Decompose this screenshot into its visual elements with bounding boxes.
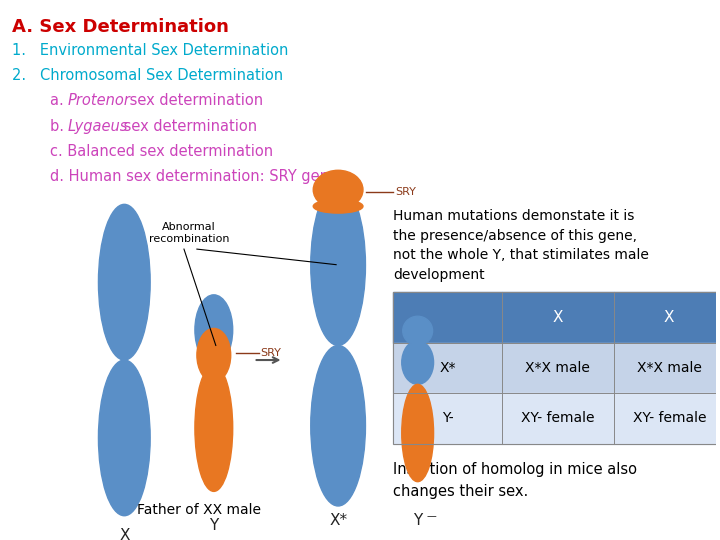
Text: Father of XX male: Father of XX male [137,503,261,517]
Bar [393,342,502,393]
Bar [502,292,613,342]
Text: X*X male: X*X male [526,361,590,375]
Text: Insertion of homolog in mice also
changes their sex.: Insertion of homolog in mice also change… [393,462,636,500]
Text: c. Balanced sex determination: c. Balanced sex determination [50,144,273,159]
Text: Lygaeus: Lygaeus [68,119,128,134]
Text: —: — [427,511,436,521]
Bar [613,342,720,393]
Text: Human mutations demonstate it is: Human mutations demonstate it is [393,209,634,223]
Text: sex determination: sex determination [120,119,258,134]
Ellipse shape [402,384,433,482]
Text: 1.   Environmental Sex Determination: 1. Environmental Sex Determination [12,43,288,58]
Text: Abnormal
recombination: Abnormal recombination [149,222,229,244]
Text: Y: Y [210,518,218,534]
Text: Y: Y [413,514,423,529]
Text: d. Human sex determination: SRY gene: d. Human sex determination: SRY gene [50,170,338,184]
Bar [393,292,502,342]
Bar [502,393,613,444]
Ellipse shape [313,170,363,209]
Text: Protenor: Protenor [68,93,130,109]
Ellipse shape [99,360,150,516]
Ellipse shape [195,365,233,491]
Text: X*X male: X*X male [636,361,702,375]
Text: X: X [119,528,130,540]
Text: SRY: SRY [395,187,415,197]
Text: X: X [664,310,675,325]
Text: A. Sex Determination: A. Sex Determination [12,17,229,36]
Ellipse shape [402,341,433,384]
Text: a.: a. [50,93,68,109]
Ellipse shape [313,199,363,213]
Ellipse shape [311,185,366,346]
Text: the presence/absence of this gene,: the presence/absence of this gene, [393,228,636,242]
Bar [613,393,720,444]
Text: b.: b. [50,119,68,134]
Bar [393,292,720,444]
Text: development: development [393,268,485,281]
Text: SRY: SRY [261,348,282,358]
Text: X*: X* [329,514,347,529]
Ellipse shape [99,204,150,360]
Text: Y-: Y- [441,411,454,426]
Ellipse shape [197,328,230,382]
Text: sex determination: sex determination [125,93,264,109]
Bar [613,292,720,342]
Bar [502,342,613,393]
Text: X: X [553,310,563,325]
Text: X*: X* [439,361,456,375]
Ellipse shape [402,316,433,346]
Text: 2.   Chromosomal Sex Determination: 2. Chromosomal Sex Determination [12,68,283,83]
Ellipse shape [195,295,233,365]
Text: XY- female: XY- female [521,411,595,426]
Ellipse shape [311,346,366,506]
Text: XY- female: XY- female [632,411,706,426]
Text: not the whole Y, that stimilates male: not the whole Y, that stimilates male [393,248,649,262]
Bar [393,393,502,444]
